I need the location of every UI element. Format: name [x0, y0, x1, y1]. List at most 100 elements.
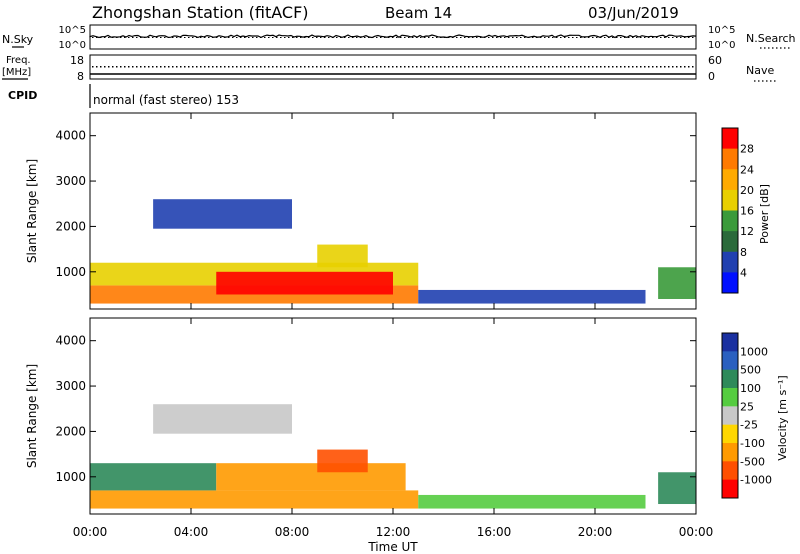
- cpid-row: CPID normal (fast stereo) 153: [8, 84, 239, 108]
- y-tick-label: 2000: [55, 219, 86, 233]
- noise-search-dot: [520, 37, 522, 38]
- colorbar-frame: [721, 332, 739, 499]
- frequency-strip: Freq. [MHz] 18 8 60 0 Nave: [2, 54, 776, 83]
- noise-search-dot: [252, 37, 254, 38]
- nave-dot: [520, 66, 522, 68]
- nave-dot: [112, 66, 114, 68]
- noise-search-dot: [124, 37, 126, 38]
- velocity-axes: 1000 2000 3000 4000: [55, 318, 697, 514]
- power-ylabel: Slant Range [km]: [25, 159, 39, 263]
- velocity-ylabel: Slant Range [km]: [25, 364, 39, 468]
- nave-dot: [692, 66, 694, 68]
- colorbar-tick-label: 100: [740, 382, 761, 395]
- nave-dot: [548, 66, 550, 68]
- nave-dot: [536, 66, 538, 68]
- nave-dot: [580, 66, 582, 68]
- data-region: [90, 463, 217, 491]
- noise-search-dot: [332, 37, 334, 38]
- noise-search-dot: [208, 37, 210, 38]
- nave-dot: [352, 66, 354, 68]
- nave-dot: [364, 66, 366, 68]
- nave-dot: [512, 66, 514, 68]
- noise-search-dot: [292, 37, 294, 38]
- nave-dot: [652, 66, 654, 68]
- noise-search-dot: [120, 37, 122, 38]
- noise-search-dot: [368, 37, 370, 38]
- y-tick-label: 4000: [55, 129, 86, 143]
- noise-search-dot: [460, 37, 462, 38]
- noise-search-dot: [376, 37, 378, 38]
- noise-search-dot: [268, 37, 270, 38]
- noise-search-dot: [372, 37, 374, 38]
- nave-dot: [356, 66, 358, 68]
- colorbar-swatch: [722, 369, 738, 389]
- noise-search-dot: [244, 37, 246, 38]
- x-tick-label: 00:00: [73, 525, 108, 539]
- nave-dot: [472, 66, 474, 68]
- nave-dot: [556, 66, 558, 68]
- date-label: 03/Jun/2019: [588, 4, 679, 22]
- noise-search-dot: [108, 37, 110, 38]
- noise-search-dot: [176, 37, 178, 38]
- noise-search-dot: [296, 37, 298, 38]
- noise-search-dot: [656, 37, 658, 38]
- station-title: Zhongshan Station (fitACF): [92, 3, 309, 22]
- nave-dot: [404, 66, 406, 68]
- noise-search-dot: [288, 37, 290, 38]
- colorbar-tick-label: 1000: [740, 345, 768, 358]
- colorbar-swatch: [722, 231, 738, 253]
- nave-dot: [216, 66, 218, 68]
- noise-search-dot: [104, 37, 106, 38]
- nave-dot: [268, 66, 270, 68]
- noise-search-dot: [612, 37, 614, 38]
- nave-dot: [324, 66, 326, 68]
- nave-dot: [276, 66, 278, 68]
- nave-dot: [264, 66, 266, 68]
- noise-search-dot: [100, 37, 102, 38]
- nave-dot: [152, 66, 154, 68]
- nave-dot: [600, 66, 602, 68]
- noise-search-dot: [308, 37, 310, 38]
- colorbar-swatch: [722, 148, 738, 170]
- noise-search-dot: [648, 37, 650, 38]
- noise-search-dot: [408, 37, 410, 38]
- velocity-colorbar-label: Velocity [m s⁻¹]: [776, 375, 789, 460]
- nave-dot: [336, 66, 338, 68]
- noise-search-dot: [192, 37, 194, 38]
- colorbar-tick-label: 25: [740, 400, 754, 413]
- nave-dot: [100, 66, 102, 68]
- nave-dot: [160, 66, 162, 68]
- freq-right-tick-bottom: 0: [708, 70, 715, 83]
- nave-dot: [424, 66, 426, 68]
- nave-dot: [660, 66, 662, 68]
- noise-search-dot: [392, 37, 394, 38]
- nave-dot: [560, 66, 562, 68]
- nave-dot: [576, 66, 578, 68]
- colorbar-swatch: [722, 443, 738, 462]
- nave-dot: [188, 66, 190, 68]
- nave-dot: [384, 66, 386, 68]
- nave-dot: [248, 66, 250, 68]
- noise-search-dot: [360, 37, 362, 38]
- power-colorbar-label: Power [dB]: [758, 184, 771, 244]
- noise-search-dot: [276, 37, 278, 38]
- noise-search-dot: [524, 37, 526, 38]
- freq-label-line2: [MHz]: [2, 67, 31, 78]
- velocity-cells: [90, 404, 696, 509]
- colorbar-swatch: [722, 333, 738, 352]
- cpid-label: CPID: [8, 89, 37, 102]
- colorbar-swatch: [722, 461, 738, 481]
- noise-search-dot: [452, 37, 454, 38]
- noise-search-dot: [316, 37, 318, 38]
- noise-search-dot: [492, 37, 494, 38]
- nave-dot: [540, 66, 542, 68]
- noise-search-dot: [224, 37, 226, 38]
- nave-dot: [244, 66, 246, 68]
- nave-dot: [316, 66, 318, 68]
- nave-dot: [200, 66, 202, 68]
- nave-dot: [436, 66, 438, 68]
- noise-search-dot: [304, 37, 306, 38]
- nave-dot: [196, 66, 198, 68]
- noise-search-dot: [540, 37, 542, 38]
- nave-dot: [156, 66, 158, 68]
